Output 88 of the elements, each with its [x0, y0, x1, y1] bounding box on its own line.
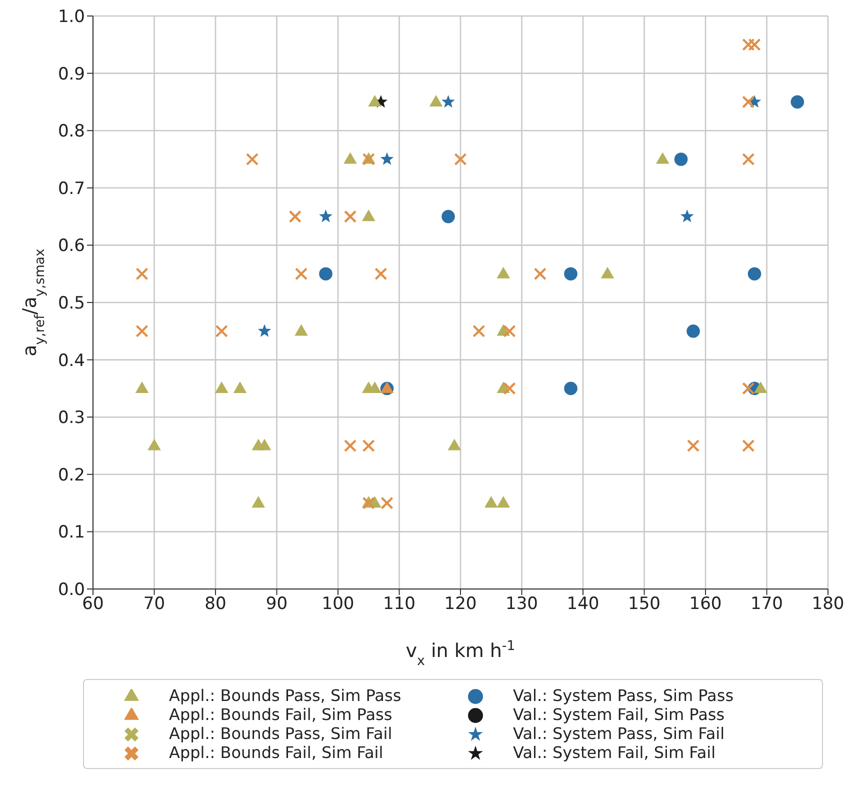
- point: [454, 152, 467, 166]
- point: [288, 210, 302, 223]
- point: [380, 496, 394, 510]
- point: [319, 267, 332, 280]
- point: [754, 381, 768, 393]
- point: [294, 324, 308, 336]
- y-tick-label: 0.7: [58, 178, 85, 199]
- x-tick-label: 180: [812, 594, 844, 614]
- legend-label: Appl.: Bounds Pass, Sim Pass: [169, 686, 402, 705]
- point: [233, 381, 247, 393]
- x-tick-label: 120: [444, 594, 477, 614]
- point: [686, 439, 700, 452]
- point: [442, 94, 455, 108]
- point: [148, 438, 161, 450]
- point: [503, 382, 516, 395]
- legend-label: Val.: System Fail, Sim Fail: [513, 743, 716, 762]
- legend-label: Appl.: Bounds Fail, Sim Fail: [169, 743, 384, 762]
- point: [215, 324, 228, 338]
- point: [564, 267, 578, 280]
- point: [362, 439, 375, 452]
- point: [380, 381, 394, 393]
- x-tick-label: 130: [506, 594, 538, 614]
- point: [686, 324, 700, 338]
- y-tick-label: 1.0: [58, 7, 85, 28]
- point: [600, 266, 614, 278]
- x-tick-label: 110: [383, 594, 416, 614]
- x-tick-label: 70: [143, 594, 166, 614]
- legend-label: Val.: System Fail, Sim Pass: [513, 705, 725, 724]
- point: [258, 438, 272, 450]
- y-tick-label: 0.2: [58, 465, 85, 486]
- point: [319, 210, 332, 222]
- point: [564, 382, 578, 396]
- x-tick-label: 170: [750, 594, 783, 614]
- point: [429, 94, 443, 106]
- point: [442, 210, 455, 224]
- point: [136, 324, 148, 338]
- legend-label: Val.: System Pass, Sim Fail: [513, 724, 725, 743]
- legend-label: Val.: System Pass, Sim Pass: [513, 686, 734, 705]
- y-tick-label: 0.9: [58, 64, 85, 84]
- point: [742, 96, 755, 108]
- point: [294, 268, 308, 280]
- point: [503, 324, 516, 338]
- y-tick-label: 0.5: [58, 294, 85, 314]
- y-tick-label: 0.8: [58, 122, 85, 142]
- point: [344, 152, 357, 164]
- point: [135, 381, 149, 393]
- point: [534, 268, 546, 280]
- y-tick-label: 0.6: [58, 236, 85, 256]
- point: [362, 210, 376, 222]
- point: [472, 324, 486, 338]
- point: [344, 210, 357, 223]
- legend-label: Appl.: Bounds Fail, Sim Pass: [169, 705, 392, 724]
- y-tick-label: 0.1: [58, 522, 85, 543]
- point: [742, 38, 755, 51]
- point: [742, 382, 755, 395]
- y-tick-label: 0.4: [58, 350, 85, 371]
- point: [380, 152, 394, 165]
- point: [136, 268, 148, 280]
- x-tick-label: 80: [204, 594, 226, 614]
- point: [656, 152, 670, 164]
- x-tick-label: 100: [322, 594, 354, 614]
- point: [496, 266, 510, 278]
- x-axis-title: v$_{x}$ in km h$^{-1}$: [406, 638, 516, 668]
- x-tick-label: 150: [628, 594, 660, 614]
- point: [214, 381, 228, 393]
- point: [258, 324, 272, 337]
- point: [748, 38, 761, 51]
- point: [496, 496, 510, 508]
- x-tick-label: 160: [689, 594, 722, 614]
- point: [674, 152, 688, 166]
- point: [246, 152, 259, 166]
- x-tick-label: 60: [82, 594, 104, 614]
- point: [742, 439, 755, 452]
- legend-label: Appl.: Bounds Pass, Sim Fail: [169, 724, 392, 743]
- point: [748, 267, 762, 280]
- x-tick-label: 90: [266, 594, 288, 614]
- point: [680, 210, 694, 222]
- y-tick-label: 0.3: [58, 408, 85, 428]
- point: [252, 496, 266, 508]
- point: [344, 439, 357, 452]
- point: [484, 496, 498, 508]
- point: [374, 268, 388, 280]
- point: [742, 152, 755, 166]
- point: [368, 94, 382, 106]
- point: [790, 95, 804, 109]
- point: [448, 438, 462, 450]
- y-tick-label: 0.0: [58, 580, 85, 600]
- x-tick-label: 140: [566, 594, 600, 614]
